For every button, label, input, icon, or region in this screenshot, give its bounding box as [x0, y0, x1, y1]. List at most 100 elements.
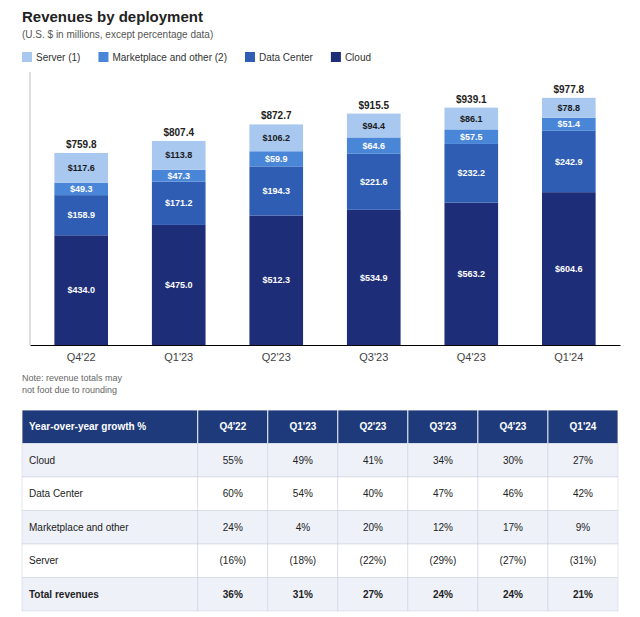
table-cell — [268, 511, 338, 545]
table-cell — [548, 578, 618, 612]
data-label: $113.8 — [165, 150, 192, 160]
table-cell-text: 21% — [573, 589, 593, 600]
data-label: $232.2 — [458, 168, 486, 178]
table-cell-text: 55% — [223, 455, 243, 466]
table-cell-text: (22%) — [360, 555, 387, 566]
legend-label: Server (1) — [36, 52, 80, 63]
x-axis: Q4'22Q1'23Q2'23Q3'23Q4'23Q1'24 — [31, 345, 621, 363]
bar — [542, 118, 596, 131]
subtitle: (U.S. $ in millions, except percentage d… — [22, 29, 213, 40]
table-header-text: Q1'23 — [289, 421, 316, 432]
y-axis-line — [30, 72, 31, 345]
table-cell — [478, 444, 548, 478]
table-cell — [408, 544, 478, 578]
table-cell — [268, 544, 338, 578]
bar — [54, 195, 108, 235]
data-label: $47.3 — [167, 171, 190, 181]
x-tick: Q3'23 — [359, 345, 388, 363]
data-label: $171.2 — [165, 198, 193, 208]
x-tick-label: Q4'22 — [67, 351, 96, 363]
table-cell-text: 40% — [363, 488, 383, 499]
bar — [54, 235, 108, 345]
bar — [444, 144, 498, 203]
bar — [249, 151, 303, 166]
bar — [347, 154, 401, 210]
bar — [54, 153, 108, 183]
table-cell — [408, 578, 478, 612]
table-cell — [548, 477, 618, 511]
data-label: $59.9 — [265, 154, 288, 164]
x-tick: Q4'23 — [457, 345, 486, 363]
data-label: $51.4 — [558, 119, 581, 129]
table-cell — [22, 578, 198, 612]
table-cell — [268, 578, 338, 612]
table-header-text: Q2'23 — [359, 421, 386, 432]
bar — [542, 98, 596, 118]
bar — [444, 129, 498, 144]
table-cell-text: 47% — [433, 488, 453, 499]
table-cell-text: 54% — [293, 488, 313, 499]
table-cell-text: 17% — [503, 522, 523, 533]
table-cell-text: 46% — [503, 488, 523, 499]
bar-series — [54, 131, 595, 236]
legend-swatch — [245, 52, 255, 62]
table-cell — [198, 477, 268, 511]
legend-label: Marketplace and other (2) — [112, 52, 227, 63]
table-header-text: Year-over-year growth % — [29, 421, 146, 432]
data-label: $94.4 — [362, 121, 385, 131]
table-cell-text: Cloud — [29, 455, 55, 466]
table-cell-text: 27% — [363, 589, 383, 600]
x-axis-line — [31, 345, 621, 346]
table-cell-text: 12% — [433, 522, 453, 533]
table-cell — [22, 444, 198, 478]
table-cell-text: (31%) — [570, 555, 597, 566]
table-cell-text: (27%) — [500, 555, 527, 566]
bar — [249, 216, 303, 345]
table-cell — [22, 511, 198, 545]
table-header-text: Q4'22 — [219, 421, 246, 432]
data-label: $86.1 — [460, 114, 483, 124]
bar — [152, 225, 206, 345]
table-cell-text: (29%) — [430, 555, 457, 566]
total-label: $807.4 — [163, 127, 194, 138]
table-cell-text: 34% — [433, 455, 453, 466]
bar — [249, 166, 303, 215]
bar — [347, 210, 401, 345]
bar — [54, 183, 108, 195]
x-tick-label: Q3'23 — [359, 351, 388, 363]
data-label: $221.6 — [360, 177, 388, 187]
bar-series — [54, 118, 595, 195]
table-cell — [548, 511, 618, 545]
data-label: $434.0 — [67, 285, 95, 295]
table-cell — [22, 477, 198, 511]
table-cell — [478, 578, 548, 612]
data-label: $475.0 — [165, 280, 193, 290]
bar-series — [54, 192, 595, 345]
legend-swatch — [98, 52, 108, 62]
data-label: $117.6 — [68, 163, 95, 173]
data-label: $49.3 — [70, 184, 93, 194]
data-label: $534.9 — [360, 273, 388, 283]
data-label: $604.6 — [555, 264, 583, 274]
data-label: $57.5 — [460, 132, 483, 142]
x-tick: Q2'23 — [262, 345, 291, 363]
table-cell — [198, 578, 268, 612]
note-line: Note: revenue totals may — [22, 373, 123, 383]
table-cell-text: 60% — [223, 488, 243, 499]
total-label: $939.1 — [456, 94, 487, 105]
chart: Revenues by deployment(U.S. $ in million… — [0, 0, 640, 617]
table-cell-text: 4% — [296, 522, 311, 533]
x-tick-label: Q1'23 — [164, 351, 193, 363]
total-label: $872.7 — [261, 110, 292, 121]
plot: $434.0$475.0$512.3$534.9$563.2$604.6$158… — [30, 72, 621, 363]
table-cell-text: 24% — [503, 589, 523, 600]
legend-label: Cloud — [345, 52, 371, 63]
note-line: not foot due to rounding — [22, 385, 117, 395]
table-cell-text: 41% — [363, 455, 383, 466]
table-cell-text: 24% — [223, 522, 243, 533]
bars — [54, 98, 595, 345]
table-cell — [338, 444, 408, 478]
x-tick-label: Q4'23 — [457, 351, 486, 363]
data-label: $64.6 — [362, 141, 385, 151]
data-label: $194.3 — [262, 186, 290, 196]
